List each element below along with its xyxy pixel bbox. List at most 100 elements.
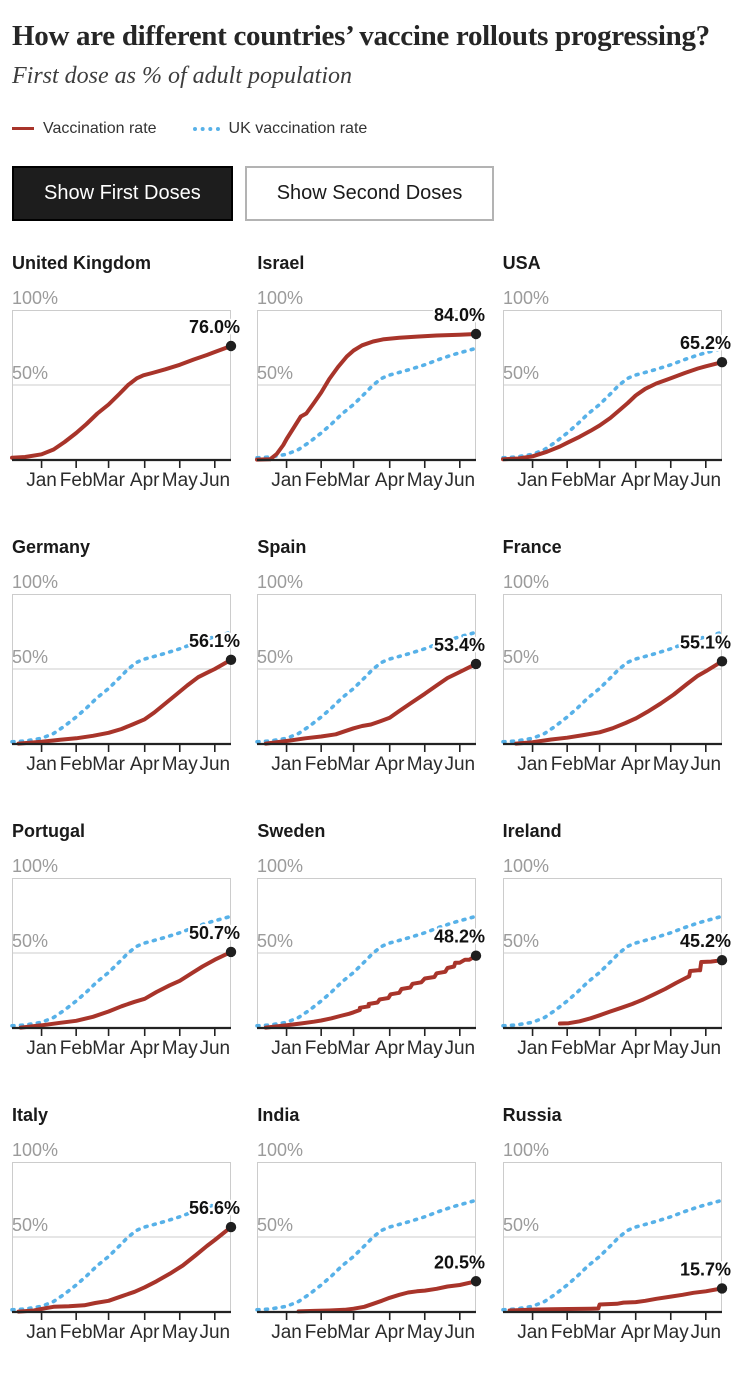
y-tick-label-100: 100% xyxy=(503,1140,549,1160)
chart-panel-israel: Israel 100% 50% Jan Feb Mar Apr May Jun 84.0% xyxy=(255,253,487,493)
y-tick-label-100: 100% xyxy=(257,288,303,308)
final-value-label: 20.5% xyxy=(434,1252,485,1272)
x-tick-label-mar: Mar xyxy=(338,1038,371,1059)
chart-panel-portugal: Portugal 100% 50% Jan Feb Mar Apr May Jun 50.7% xyxy=(10,821,242,1061)
y-tick-label-100: 100% xyxy=(503,288,549,308)
x-tick-label-may: May xyxy=(407,1322,443,1343)
show-second-doses-button[interactable]: Show Second Doses xyxy=(244,165,495,221)
chart: 100% 50% Jan Feb Mar Apr May Jun 76.0% xyxy=(10,288,242,491)
x-tick-label-jun: Jun xyxy=(199,754,230,775)
page-subtitle: First dose as % of adult population xyxy=(12,62,353,89)
country-rate-line xyxy=(16,1224,233,1314)
legend-item-uk-vaccination-rate: UK vaccination rate xyxy=(192,120,367,138)
chart-country-title: Germany xyxy=(12,536,91,557)
page: How are different countries’ vaccine rol… xyxy=(10,20,733,1345)
x-tick-label-jun: Jun xyxy=(690,1038,721,1059)
country-rate-line xyxy=(296,1279,479,1314)
x-tick-label-jun: Jun xyxy=(445,470,476,491)
x-tick-label-feb: Feb xyxy=(305,470,338,491)
chart: 100% 50% Jan Feb Mar Apr May Jun 45.2% xyxy=(500,856,733,1059)
y-tick-label-50: 50% xyxy=(12,363,48,383)
chart-country-title: Italy xyxy=(12,1104,49,1125)
x-tick-label-feb: Feb xyxy=(550,754,583,775)
chart: 100% 50% Jan Feb Mar Apr May Jun 55.1% xyxy=(500,572,733,775)
uk-rate-line xyxy=(255,914,479,1028)
y-tick-label-100: 100% xyxy=(503,856,549,876)
chart: 100% 50% Jan Feb Mar Apr May Jun 53.4% xyxy=(255,572,487,775)
chart-country-title: Ireland xyxy=(502,820,562,841)
x-tick-label-apr: Apr xyxy=(130,1038,160,1059)
chart-country-title: USA xyxy=(502,252,541,273)
x-tick-label-mar: Mar xyxy=(92,754,125,775)
chart: 100% 50% Jan Feb Mar Apr May Jun 15.7% xyxy=(500,1140,733,1343)
chart-country-title: France xyxy=(502,536,562,557)
y-tick-label-50: 50% xyxy=(12,931,48,951)
x-tick-label-mar: Mar xyxy=(338,754,371,775)
chart-panel-italy: Italy 100% 50% Jan Feb Mar Apr May Jun 56.6% xyxy=(10,1104,242,1345)
x-tick-label-jun: Jun xyxy=(445,1038,476,1059)
country-rate-line xyxy=(18,949,233,1030)
x-tick-label-feb: Feb xyxy=(60,1038,93,1059)
chart-panel-sweden: Sweden 100% 50% Jan Feb Mar Apr May Jun 48.2% xyxy=(255,821,487,1061)
final-value-dot xyxy=(225,946,237,957)
x-tick-label-jun: Jun xyxy=(445,1322,476,1343)
country-rate-line xyxy=(255,331,479,462)
y-tick-label-50: 50% xyxy=(503,931,539,951)
chart-country-title: United Kingdom xyxy=(12,252,151,273)
chart-country-title: India xyxy=(257,1104,300,1125)
x-tick-label-may: May xyxy=(162,470,198,491)
chart-panel-spain: Spain 100% 50% Jan Feb Mar Apr May Jun 53.4% xyxy=(255,537,487,777)
y-tick-label-50: 50% xyxy=(503,363,539,383)
final-value-dot xyxy=(716,954,727,966)
uk-rate-line xyxy=(10,630,233,744)
x-tick-label-may: May xyxy=(652,470,688,491)
chart: 100% 50% Jan Feb Mar Apr May Jun 56.6% xyxy=(10,1140,242,1343)
final-value-dot xyxy=(225,654,237,665)
x-tick-label-apr: Apr xyxy=(375,1038,405,1059)
solid-line-swatch-icon xyxy=(12,127,34,131)
final-value-label: 84.0% xyxy=(434,305,485,325)
legend-item-vaccination-rate: Vaccination rate xyxy=(12,120,157,138)
x-tick-label-jan: Jan xyxy=(272,1038,303,1059)
y-tick-label-50: 50% xyxy=(257,1215,293,1235)
final-value-dot xyxy=(471,1275,482,1287)
y-tick-label-100: 100% xyxy=(12,572,58,592)
x-tick-label-may: May xyxy=(652,754,688,775)
x-tick-label-may: May xyxy=(407,470,443,491)
x-tick-label-jan: Jan xyxy=(517,1038,548,1059)
chart: 100% 50% Jan Feb Mar Apr May Jun 56.1% xyxy=(10,572,242,775)
chart-panel-france: France 100% 50% Jan Feb Mar Apr May Jun 55.1% xyxy=(500,536,733,777)
uk-rate-line xyxy=(10,914,233,1028)
x-tick-label-jun: Jun xyxy=(199,1322,230,1343)
chart: 100% 50% Jan Feb Mar Apr May Jun 84.0% xyxy=(255,288,487,491)
uk-rate-line xyxy=(500,1198,724,1312)
show-first-doses-button[interactable]: Show First Doses xyxy=(12,165,233,221)
y-tick-label-50: 50% xyxy=(257,931,293,951)
final-value-dot xyxy=(471,658,482,669)
x-tick-label-jun: Jun xyxy=(690,754,721,775)
x-tick-label-apr: Apr xyxy=(375,754,405,775)
x-tick-label-jan: Jan xyxy=(26,754,57,775)
x-tick-label-mar: Mar xyxy=(338,1322,371,1343)
x-tick-label-apr: Apr xyxy=(130,754,160,775)
final-value-dot xyxy=(471,328,482,339)
dose-toggle-toolbar: Show First Doses Show Second Doses xyxy=(12,165,722,221)
x-tick-label-jan: Jan xyxy=(517,470,548,491)
chart-panel-germany: Germany 100% 50% Jan Feb Mar Apr May Jun 56.1% xyxy=(10,536,242,777)
y-tick-label-100: 100% xyxy=(12,288,58,308)
x-tick-label-jan: Jan xyxy=(272,1322,303,1343)
uk-rate-line xyxy=(255,346,479,460)
chart-panel-ireland: Ireland 100% 50% Jan Feb Mar Apr May Jun 45.2% xyxy=(500,820,733,1061)
final-value-label: 76.0% xyxy=(189,317,240,337)
legend-label: Vaccination rate xyxy=(43,119,157,137)
y-tick-label-50: 50% xyxy=(257,647,293,667)
country-rate-line xyxy=(264,953,479,1030)
chart-panel-india: India 100% 50% Jan Feb Mar Apr May Jun 20.5% xyxy=(255,1104,487,1345)
x-tick-label-mar: Mar xyxy=(583,754,616,775)
x-tick-label-may: May xyxy=(162,1322,198,1343)
x-tick-label-jun: Jun xyxy=(690,1322,721,1343)
x-tick-label-apr: Apr xyxy=(621,470,651,491)
y-tick-label-50: 50% xyxy=(503,647,539,667)
small-multiples-grid: United Kingdom 100% 50% Jan Feb Mar Apr May Jun 7… xyxy=(10,252,733,1345)
x-tick-label-apr: Apr xyxy=(130,470,160,491)
